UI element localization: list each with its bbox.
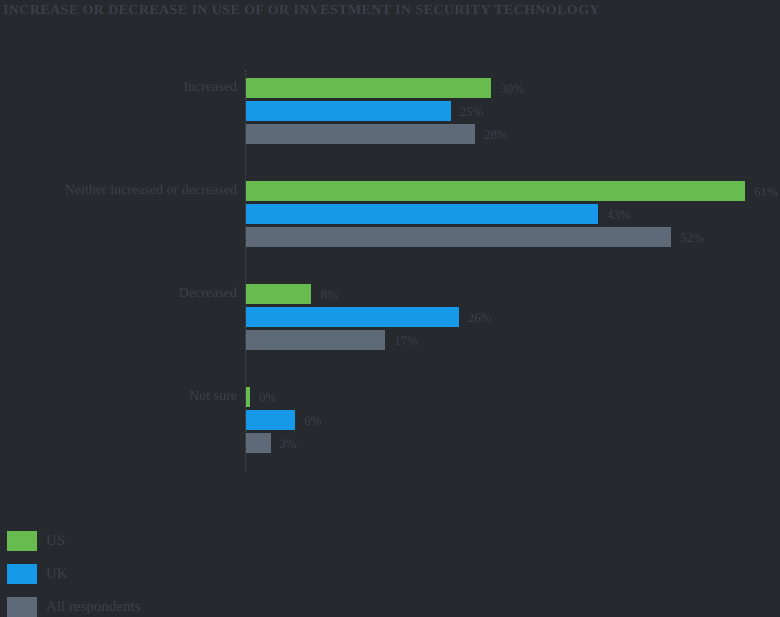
legend-item: US bbox=[7, 531, 141, 551]
bar-us bbox=[246, 181, 745, 201]
bar-us bbox=[246, 387, 250, 407]
legend-swatch bbox=[7, 597, 37, 617]
legend: US UK All respondents bbox=[7, 531, 141, 617]
bar-uk bbox=[246, 101, 451, 121]
value-label: 26% bbox=[467, 310, 492, 325]
value-label: 28% bbox=[484, 127, 508, 142]
bar-uk bbox=[246, 307, 459, 327]
bar-us bbox=[246, 284, 312, 304]
value-label: 43% bbox=[606, 207, 631, 222]
legend-swatch bbox=[7, 531, 37, 551]
legend-item: UK bbox=[7, 564, 141, 584]
value-label: 30% bbox=[500, 81, 525, 96]
bar-all-respondents bbox=[246, 227, 672, 247]
legend-swatch bbox=[7, 564, 37, 584]
bar-all-respondents bbox=[246, 433, 271, 453]
value-label: 61% bbox=[754, 184, 778, 199]
value-label: 0% bbox=[259, 390, 277, 405]
bar-uk bbox=[246, 204, 598, 224]
bar-all-respondents bbox=[246, 124, 476, 144]
bar-us bbox=[246, 78, 492, 98]
value-label: 3% bbox=[279, 436, 297, 451]
bar-uk bbox=[246, 410, 296, 430]
y-axis-line bbox=[245, 70, 246, 472]
bar-all-respondents bbox=[246, 330, 386, 350]
value-label: 8% bbox=[320, 287, 338, 302]
value-label: 52% bbox=[680, 230, 705, 245]
value-label: 25% bbox=[459, 104, 484, 119]
value-label: 6% bbox=[304, 413, 322, 428]
category-label: Increased bbox=[183, 80, 237, 95]
category-label: Decreased bbox=[178, 286, 237, 301]
value-label: 17% bbox=[394, 333, 418, 348]
legend-label: UK bbox=[46, 565, 68, 582]
category-label: Not sure bbox=[189, 389, 237, 404]
chart-title: INCREASE OR DECREASE IN USE OF OR INVEST… bbox=[3, 3, 601, 18]
legend-item: All respondents bbox=[7, 597, 141, 617]
category-label: Neither increased or decreased bbox=[64, 183, 237, 198]
legend-label: US bbox=[46, 532, 66, 549]
legend-label: All respondents bbox=[46, 598, 141, 615]
